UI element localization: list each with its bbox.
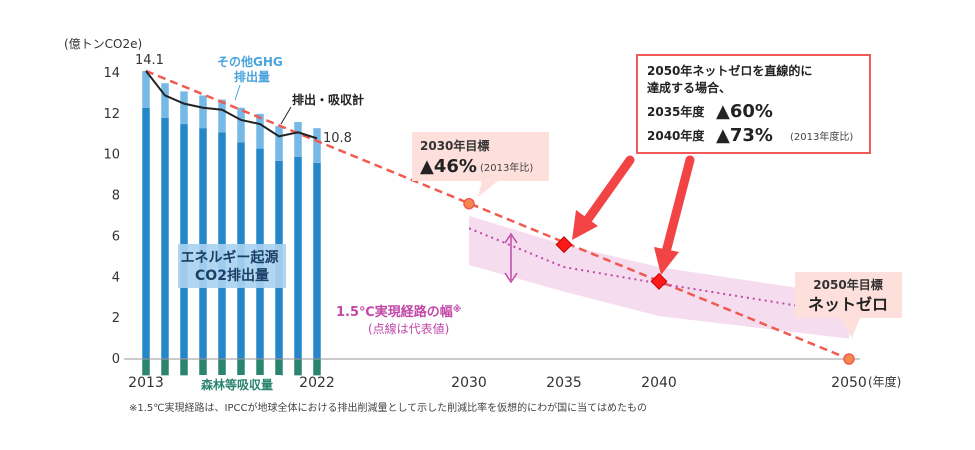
bar-other-ghg-2013 [142, 70, 150, 108]
bar-energy-co2-2013 [142, 107, 150, 359]
target-2035-marker [555, 236, 573, 254]
y-tick-10: 10 [103, 148, 120, 163]
start-value-label: 14.1 [135, 53, 164, 68]
bar-forest-2017 [218, 359, 226, 376]
bar-other-ghg-2017 [218, 99, 226, 133]
callout-straight-row2-note: (2013年度比) [790, 130, 853, 143]
pathway-label-title: 1.5℃実現経路の幅 [336, 304, 453, 320]
energy-label-bg [178, 244, 286, 288]
target-2050-marker [843, 353, 855, 365]
callout-straight-box [636, 54, 871, 154]
callout-straight-row1-value: ▲60% [716, 101, 773, 122]
bar-forest-2021 [294, 359, 302, 376]
bar-energy-co2-2016 [199, 128, 207, 359]
y-tick-12: 12 [103, 107, 120, 122]
other-ghg-pointer [234, 84, 241, 101]
y-axis-unit: (億トンCO2e) [64, 37, 142, 51]
callout-straight-line: 2050年ネットゼロを直線的に 達成する場合、 2035年度 ▲60% 2040… [636, 54, 871, 154]
target-2030-marker [463, 197, 475, 210]
bar-forest-2014 [161, 359, 169, 376]
x-tick-2013: 2013 [128, 375, 164, 391]
callout-2050-value: ネットゼロ [808, 295, 888, 314]
callout-2050: 2050年目標 ネットゼロ [795, 272, 902, 338]
bar-series [142, 70, 321, 376]
bar-energy-co2-2015 [180, 124, 188, 359]
other-ghg-label-line1: その他GHG [217, 54, 283, 69]
bar-other-ghg-2020 [275, 126, 283, 161]
pathway-representative-line [468, 227, 850, 316]
end-value-label: 10.8 [323, 131, 352, 146]
footnote: ※1.5℃実現経路は、IPCCが地球全体における排出削減量として示した削減比率を… [129, 401, 647, 414]
bar-forest-2019 [256, 359, 264, 376]
bar-forest-2016 [199, 359, 207, 376]
target-2040-marker [650, 272, 668, 290]
bar-other-ghg-2019 [256, 113, 264, 149]
x-tick-2050: 2050 [831, 375, 867, 391]
callout-2030-bubble [412, 132, 549, 197]
other-ghg-label-line2: 排出量 [234, 69, 270, 84]
y-tick-2: 2 [112, 311, 120, 326]
callout-straight-line2: 達成する場合、 [647, 80, 731, 95]
y-tick-8: 8 [112, 189, 120, 204]
callout-arrow-2040 [654, 155, 695, 275]
callout-2030: 2030年目標 ▲46% (2013年比) [412, 132, 549, 197]
energy-co2-label: エネルギー起源 CO2排出量 [181, 249, 284, 284]
net-emissions-line [145, 70, 318, 140]
bar-other-ghg-2015 [180, 91, 188, 125]
callout-2030-value: ▲46% [420, 156, 477, 177]
y-tick-6: 6 [112, 229, 120, 244]
y-tick-14: 14 [103, 66, 120, 81]
bar-other-ghg-2016 [199, 95, 207, 129]
bar-forest-2018 [237, 359, 245, 376]
callout-2030-title: 2030年目標 [420, 138, 489, 153]
x-tick-2022: 2022 [299, 375, 335, 391]
bar-other-ghg-2022 [313, 128, 321, 163]
pathway-label: 1.5℃実現経路の幅※ [336, 304, 462, 320]
y-tick-4: 4 [112, 270, 120, 285]
pathway-sublabel: (点線は代表値) [368, 321, 449, 336]
callout-straight-row2-year: 2040年度 [647, 128, 705, 143]
callout-2030-note: (2013年比) [480, 161, 533, 174]
pathway-label-mark: ※ [453, 304, 462, 315]
callout-2050-title: 2050年目標 [813, 277, 882, 292]
x-tick-2030: 2030 [451, 375, 487, 391]
bar-forest-2013 [142, 359, 150, 376]
x-axis-ticks: 2013 2022 2030 2035 2040 2050 [128, 375, 867, 391]
bar-energy-co2-2021 [294, 156, 302, 359]
x-tick-2040: 2040 [641, 375, 677, 391]
x-tick-2035: 2035 [546, 375, 582, 391]
band-width-arrow [504, 232, 518, 284]
bar-other-ghg-2021 [294, 122, 302, 157]
callout-straight-row2-value: ▲73% [716, 125, 773, 146]
other-ghg-label: その他GHG 排出量 [217, 54, 287, 84]
forest-label-bg [193, 375, 281, 393]
forest-sink-label: 森林等吸収量 [201, 377, 273, 392]
net-emissions-pointer [280, 106, 292, 125]
callout-straight-line1: 2050年ネットゼロを直線的に [647, 63, 812, 78]
energy-co2-label-line2: CO2排出量 [195, 267, 269, 284]
callout-arrow-2035 [572, 155, 635, 240]
bar-other-ghg-2014 [161, 83, 169, 118]
bar-other-ghg-2018 [237, 107, 245, 143]
x-axis-unit: (年度) [868, 374, 901, 389]
bar-forest-2022 [313, 359, 321, 376]
callout-straight-row1-year: 2035年度 [647, 104, 705, 119]
bar-forest-2020 [275, 359, 283, 376]
energy-co2-label-line1: エネルギー起源 [181, 249, 279, 266]
bar-energy-co2-2014 [161, 117, 169, 359]
callout-2050-bubble [795, 272, 902, 338]
net-emissions-label: 排出・吸収計 [292, 92, 364, 107]
bar-energy-co2-2022 [313, 162, 321, 359]
y-tick-0: 0 [112, 352, 120, 367]
y-axis-ticks: 0 2 4 6 8 10 12 14 [103, 66, 120, 367]
straight-line-to-zero [145, 69, 850, 361]
bar-forest-2015 [180, 359, 188, 376]
